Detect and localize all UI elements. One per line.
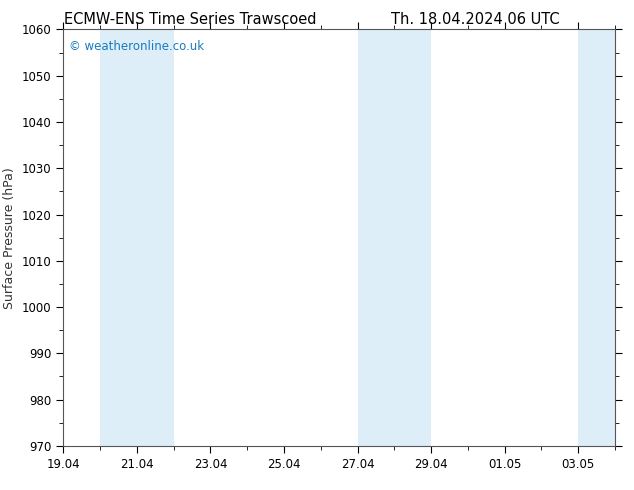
- Bar: [100, 29, 174, 446]
- Text: Th. 18.04.2024 06 UTC: Th. 18.04.2024 06 UTC: [391, 12, 560, 27]
- Bar: [578, 29, 634, 446]
- Y-axis label: Surface Pressure (hPa): Surface Pressure (hPa): [3, 167, 16, 309]
- Text: © weatheronline.co.uk: © weatheronline.co.uk: [69, 40, 204, 53]
- Bar: [358, 29, 431, 446]
- Text: ECMW-ENS Time Series Trawscoed: ECMW-ENS Time Series Trawscoed: [64, 12, 316, 27]
